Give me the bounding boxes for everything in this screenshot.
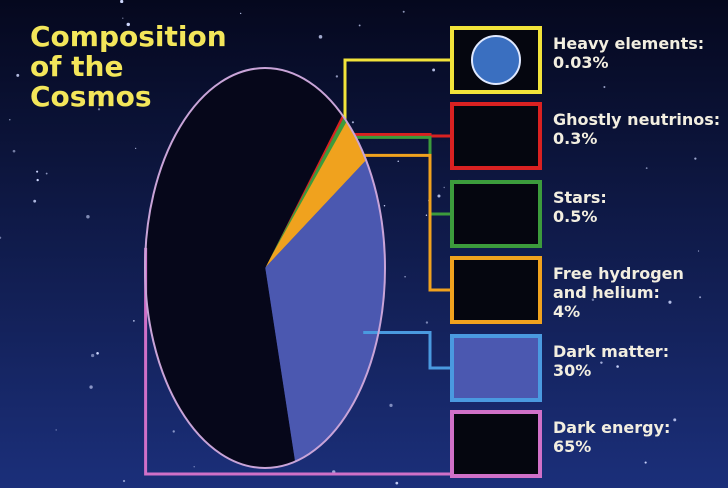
star (335, 75, 339, 78)
connector (363, 331, 452, 370)
star (12, 149, 16, 153)
star (120, 0, 124, 4)
star (239, 12, 242, 15)
star (673, 418, 677, 422)
value-label: 0.03% (553, 53, 609, 72)
earth-icon (471, 35, 521, 85)
star (36, 170, 39, 173)
star (389, 403, 393, 408)
legend-box (450, 256, 542, 324)
value-label: 0.5% (553, 207, 598, 226)
connector (333, 132, 452, 138)
star (122, 479, 126, 483)
star (91, 353, 95, 358)
legend-label: Ghostly neutrinos: (553, 110, 721, 129)
star (404, 276, 406, 278)
star (425, 214, 428, 216)
star (16, 73, 20, 77)
value-label: 4% (553, 302, 581, 321)
star (699, 296, 702, 299)
star (397, 160, 400, 163)
star (591, 298, 595, 302)
star (86, 215, 90, 219)
star (0, 236, 2, 239)
legend-box (450, 334, 542, 402)
chart-title: Composition of the Cosmos (30, 20, 227, 113)
star (600, 361, 603, 364)
star (358, 24, 361, 27)
legend-label: Free hydrogen and helium: (553, 264, 684, 302)
star (395, 481, 399, 485)
legend-box (450, 102, 542, 170)
value-label: 30% (553, 361, 592, 380)
star (432, 68, 436, 72)
legend-label: Dark energy: (553, 418, 671, 437)
star (694, 157, 697, 160)
legend-label: Dark matter: (553, 342, 670, 361)
star (697, 250, 700, 252)
legend-box (450, 410, 542, 478)
star (650, 276, 652, 279)
value-label: 0.3% (553, 129, 598, 148)
star (193, 466, 195, 468)
star (402, 10, 405, 13)
star (603, 86, 606, 89)
connector (346, 153, 452, 292)
star (132, 320, 135, 322)
value-label: 65% (553, 437, 592, 456)
star (318, 35, 323, 39)
star (668, 300, 672, 304)
star (616, 365, 619, 368)
star (55, 429, 57, 431)
pie-outline (144, 67, 386, 469)
star (172, 430, 175, 433)
star (9, 118, 11, 121)
star (644, 461, 647, 464)
star (351, 121, 355, 124)
star (645, 167, 648, 170)
legend-box (450, 180, 542, 248)
star (135, 147, 137, 150)
star (45, 172, 48, 175)
star (89, 385, 93, 389)
star (33, 199, 37, 203)
star (97, 108, 101, 111)
star (443, 186, 445, 189)
star (122, 17, 124, 19)
star (583, 200, 586, 202)
legend-label: Stars: (553, 188, 607, 207)
star (383, 204, 386, 207)
legend-label: Heavy elements: (553, 34, 705, 53)
star (96, 351, 99, 355)
star (425, 321, 429, 324)
star (36, 178, 39, 182)
star (574, 65, 577, 68)
star (437, 194, 441, 198)
star (126, 22, 131, 27)
